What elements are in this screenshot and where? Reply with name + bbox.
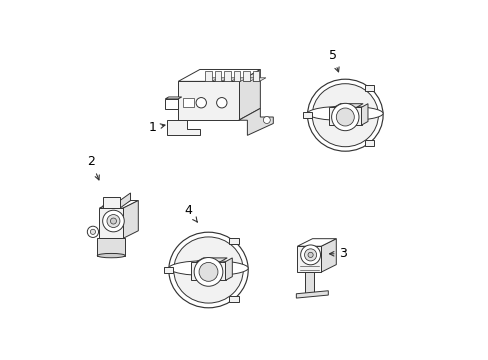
Polygon shape	[102, 201, 130, 206]
Polygon shape	[205, 78, 218, 81]
Polygon shape	[303, 112, 311, 118]
Ellipse shape	[97, 253, 125, 258]
Polygon shape	[296, 291, 327, 298]
Polygon shape	[229, 296, 238, 302]
Text: 5: 5	[328, 49, 338, 72]
Circle shape	[300, 245, 320, 265]
Polygon shape	[333, 104, 363, 107]
Polygon shape	[164, 267, 173, 273]
Circle shape	[110, 218, 116, 224]
Text: 2: 2	[87, 156, 99, 180]
Circle shape	[194, 257, 223, 286]
Polygon shape	[224, 78, 237, 81]
Polygon shape	[178, 81, 238, 120]
Circle shape	[196, 98, 206, 108]
Polygon shape	[252, 78, 265, 81]
Ellipse shape	[173, 237, 243, 303]
Circle shape	[336, 108, 354, 126]
Polygon shape	[297, 246, 321, 272]
Polygon shape	[229, 238, 238, 244]
Circle shape	[307, 252, 312, 257]
Polygon shape	[97, 238, 125, 256]
Polygon shape	[365, 140, 373, 146]
Polygon shape	[99, 208, 123, 238]
Polygon shape	[215, 71, 221, 81]
Polygon shape	[234, 78, 246, 81]
Polygon shape	[99, 201, 138, 208]
Ellipse shape	[168, 261, 248, 276]
Polygon shape	[165, 97, 182, 99]
Polygon shape	[225, 258, 232, 280]
Ellipse shape	[307, 106, 382, 121]
Polygon shape	[365, 85, 373, 90]
Circle shape	[263, 117, 270, 123]
Polygon shape	[243, 71, 249, 81]
Polygon shape	[297, 239, 336, 246]
Polygon shape	[252, 71, 259, 81]
Polygon shape	[120, 193, 130, 208]
Circle shape	[216, 98, 226, 108]
Ellipse shape	[307, 79, 382, 151]
Polygon shape	[205, 71, 211, 81]
Polygon shape	[191, 262, 225, 280]
Polygon shape	[361, 104, 367, 125]
Text: 4: 4	[184, 204, 197, 222]
Polygon shape	[215, 78, 227, 81]
Circle shape	[90, 229, 95, 234]
Ellipse shape	[311, 84, 378, 147]
Polygon shape	[238, 108, 273, 135]
Circle shape	[199, 262, 218, 282]
Circle shape	[87, 226, 99, 238]
Polygon shape	[321, 239, 336, 272]
Polygon shape	[102, 197, 120, 208]
Polygon shape	[167, 120, 200, 135]
Polygon shape	[165, 99, 178, 109]
Polygon shape	[224, 71, 230, 81]
Polygon shape	[305, 272, 313, 294]
Ellipse shape	[168, 232, 248, 308]
Polygon shape	[234, 71, 240, 81]
Text: 1: 1	[148, 121, 164, 134]
Circle shape	[107, 215, 120, 228]
Text: 3: 3	[329, 247, 347, 260]
Polygon shape	[123, 201, 138, 238]
Circle shape	[102, 210, 124, 232]
Polygon shape	[238, 69, 260, 120]
Bar	[183, 98, 194, 107]
Polygon shape	[196, 258, 227, 262]
Polygon shape	[328, 107, 361, 125]
Circle shape	[331, 103, 358, 131]
Polygon shape	[243, 78, 256, 81]
Circle shape	[304, 249, 316, 261]
Polygon shape	[178, 69, 260, 81]
